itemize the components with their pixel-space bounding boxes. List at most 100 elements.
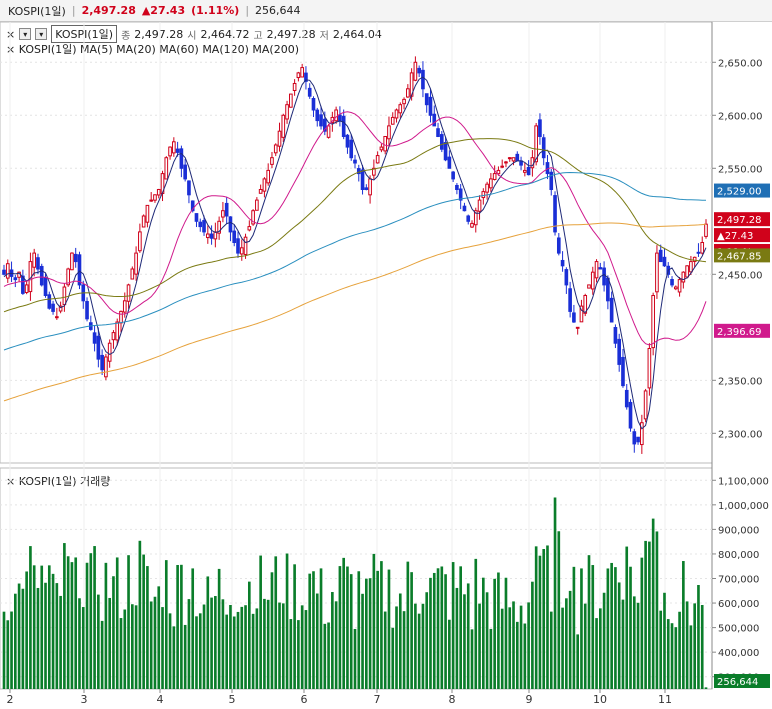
- volume-bar: [85, 562, 89, 689]
- volume-bar: [682, 561, 685, 689]
- candle: [96, 335, 101, 360]
- volume-bar: [572, 566, 576, 689]
- candle: [481, 191, 486, 199]
- candle: [247, 226, 252, 231]
- last-price: 2,497.28: [81, 4, 136, 17]
- volume-bar: [565, 598, 568, 689]
- divider: |: [71, 4, 76, 17]
- candle: [47, 294, 52, 309]
- volume-bar: [244, 605, 247, 689]
- candle: [138, 231, 142, 252]
- volume-bar: [327, 622, 330, 689]
- volume-bar: [470, 629, 474, 689]
- volume-bar: [383, 611, 387, 689]
- candle: [77, 254, 82, 286]
- candle: [602, 267, 606, 286]
- candle: [655, 252, 659, 293]
- move-down-icon[interactable]: ▾: [35, 28, 48, 40]
- candle: [685, 265, 689, 278]
- candle: [375, 155, 380, 164]
- volume-bar: [576, 634, 579, 689]
- candle: [451, 171, 455, 180]
- candle: [258, 188, 263, 194]
- candle: [523, 169, 527, 173]
- candle: [187, 180, 191, 196]
- volume-bar: [304, 610, 308, 689]
- candle: [66, 268, 70, 286]
- volume-bar: [432, 572, 436, 689]
- candle: [338, 114, 342, 122]
- volume-bar: [97, 594, 100, 689]
- volume-tick-label: 600,000: [718, 599, 759, 610]
- volume-bar: [670, 623, 674, 689]
- volume-bar: [402, 611, 406, 689]
- volume-bar: [40, 565, 44, 689]
- candle: [496, 169, 501, 175]
- volume-bar: [131, 604, 134, 689]
- candle: [628, 401, 633, 429]
- move-up-icon[interactable]: ▾: [19, 28, 32, 40]
- volume-tick-label: 400,000: [718, 648, 759, 659]
- ma120-line: [3, 171, 707, 351]
- candle: [345, 134, 350, 148]
- volume-bar: [210, 597, 213, 689]
- candle: [477, 199, 482, 212]
- candle: [300, 67, 304, 78]
- volume-bar: [100, 620, 104, 689]
- volume-bar: [308, 573, 312, 689]
- volume-bar: [512, 601, 515, 689]
- volume-bar: [157, 586, 161, 689]
- volume-bar: [410, 572, 413, 689]
- candle: [292, 82, 297, 92]
- candle: [198, 221, 203, 228]
- candle: [421, 69, 425, 90]
- candle: [621, 356, 625, 387]
- volume-bar: [70, 562, 74, 689]
- volume-bar: [229, 604, 232, 689]
- volume-bar: [331, 592, 334, 689]
- volume-bar: [21, 588, 25, 689]
- volume-legend[interactable]: × KOSPI(1일) 거래량: [6, 475, 111, 488]
- candle: [100, 354, 104, 371]
- volume-bar: [104, 562, 108, 689]
- volume-bar: [693, 603, 696, 689]
- price-change: ▲27.43: [141, 4, 186, 17]
- volume-bar: [195, 616, 198, 689]
- volume-bar: [51, 573, 55, 689]
- candle: [587, 284, 591, 289]
- candle: [466, 215, 471, 222]
- candle: [390, 116, 395, 125]
- open-value: 2,464.72: [200, 27, 250, 41]
- volume-bar: [315, 593, 319, 689]
- candle: [575, 326, 580, 329]
- candle: [205, 233, 210, 239]
- volume-bar: [191, 568, 195, 689]
- candle: [266, 169, 271, 184]
- candle: [81, 284, 86, 302]
- volume-bar: [74, 557, 78, 689]
- volume-bar: [674, 627, 678, 689]
- ma20-line: [3, 111, 707, 346]
- x-tick-label: 4: [157, 693, 164, 706]
- candle: [670, 279, 674, 286]
- volume-bar: [387, 569, 391, 689]
- candle: [689, 261, 693, 273]
- volume-bar: [14, 593, 17, 689]
- volume-bar: [349, 574, 353, 689]
- candle: [368, 178, 372, 196]
- candle: [341, 115, 346, 137]
- candle: [307, 87, 312, 97]
- symbol-label[interactable]: KOSPI(1일): [8, 4, 66, 18]
- close-legend-icon[interactable]: ×: [6, 27, 16, 41]
- candle: [651, 295, 655, 349]
- candle: [398, 104, 403, 114]
- volume-bar: [697, 585, 700, 689]
- candle: [149, 199, 154, 202]
- candle: [311, 98, 316, 111]
- candle: [175, 148, 180, 153]
- volume-bar: [183, 624, 187, 689]
- ma-legend[interactable]: × KOSPI(1일) MA(5) MA(20) MA(60) MA(120) …: [6, 43, 300, 56]
- candle: [330, 116, 335, 124]
- volume-tick-label: 300,000: [718, 673, 759, 684]
